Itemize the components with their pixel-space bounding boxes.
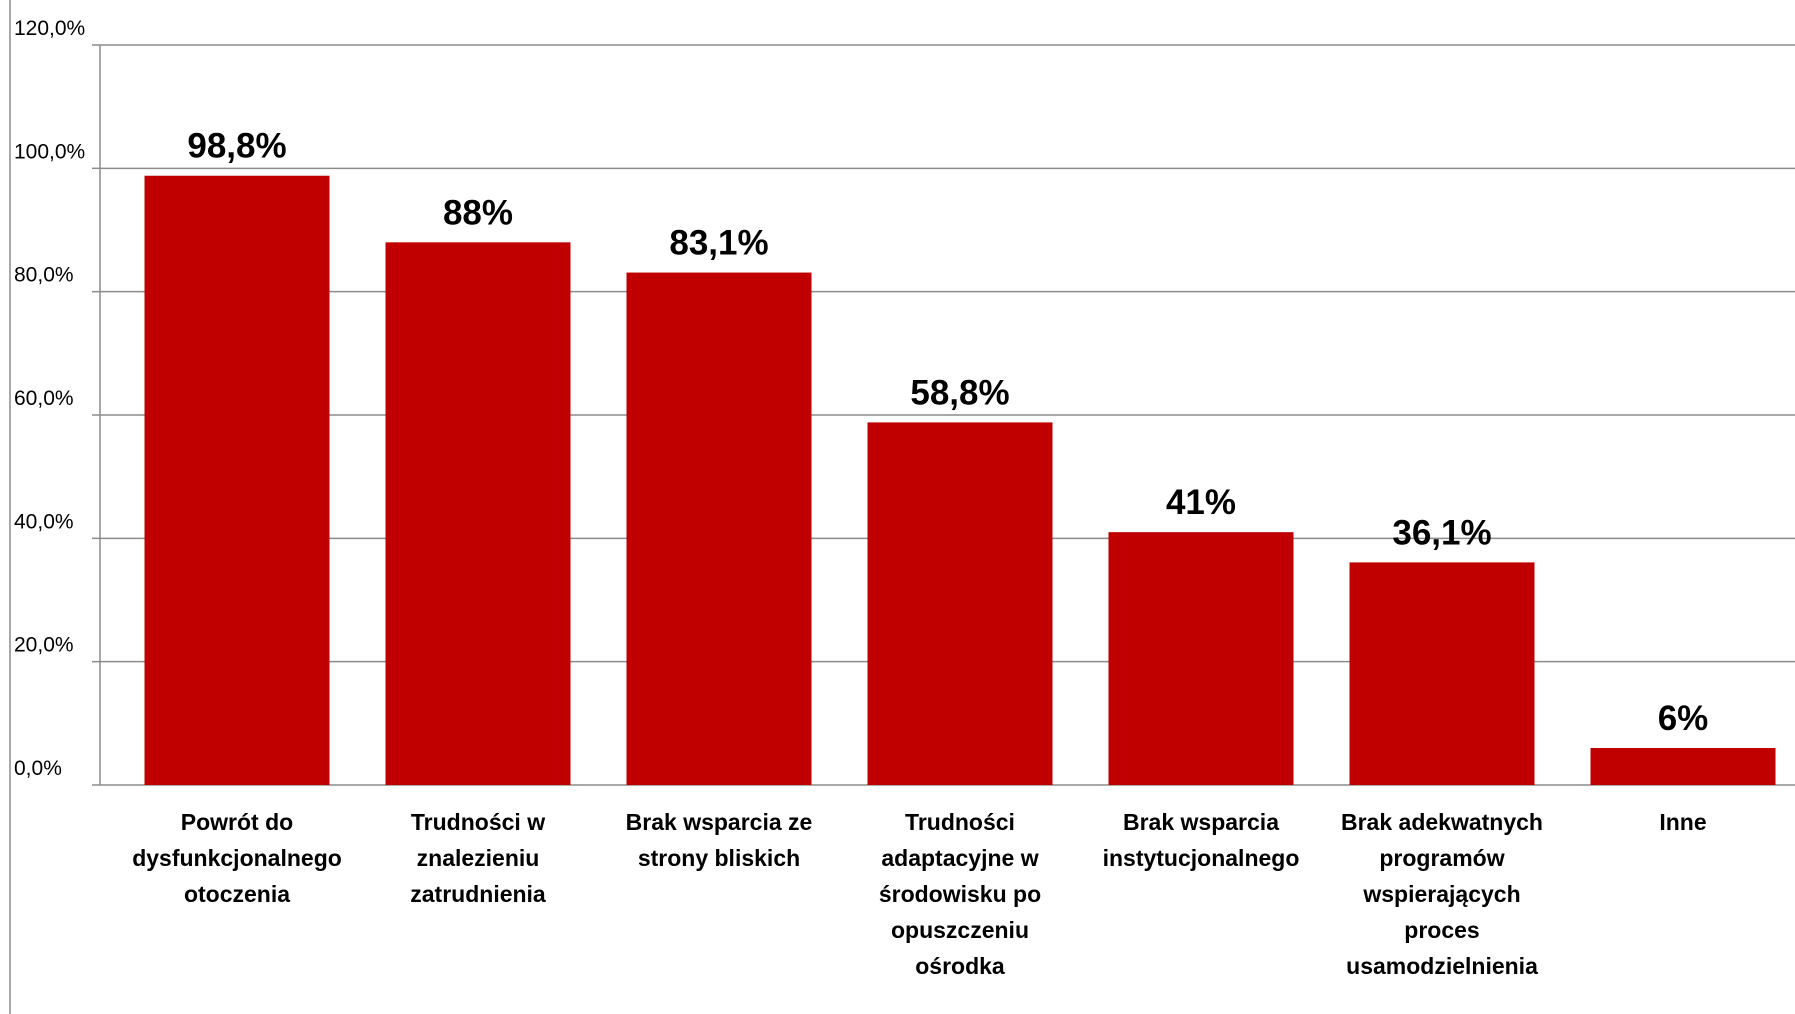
category-label-line: Inne [1659,809,1706,835]
y-tick-label-6: 120,0% [14,17,85,40]
category-label-line: ośrodka [915,953,1005,979]
category-label-line: Trudności w [411,809,545,835]
bar-4 [1108,532,1294,785]
data-labels: 98,8% 88% 83,1% 58,8% 41% 36,1% 6% [187,127,1708,738]
y-tick-label-4: 80,0% [14,264,74,287]
category-label-line: Brak wsparcia [1123,809,1279,835]
data-label-4: 41% [1166,483,1236,522]
category-label-line: adaptacyjne w [881,845,1038,871]
category-labels: Powrót do dysfunkcjonalnego otoczenia Trudn… [132,809,1706,979]
data-label-3: 58,8% [910,373,1009,412]
category-label-2: Brak wsparcia ze strony bliskich [626,809,813,871]
y-tick-label-2: 40,0% [14,510,74,533]
category-label-line: środowisku po [879,881,1041,907]
y-tick-label-5: 100,0% [14,140,85,163]
y-tick-label-0: 0,0% [14,757,62,780]
category-label-line: dysfunkcjonalnego [132,845,342,871]
category-label-line: otoczenia [184,881,290,907]
category-label-line: zatrudnienia [410,881,546,907]
y-axis-ticks: 0,0% 20,0% 40,0% 60,0% 80,0% 100,0% 120,0% [14,17,100,786]
category-label-line: opuszczeniu [891,917,1029,943]
category-label-line: Brak adekwatnych [1341,809,1543,835]
category-label-line: proces [1404,917,1479,943]
bar-0 [144,175,330,785]
category-label-6: Inne [1659,809,1706,835]
y-tick-label-1: 20,0% [14,634,74,657]
data-label-0: 98,8% [187,127,286,166]
category-label-3: Trudności adaptacyjne w środowisku po opusz… [879,809,1041,979]
data-label-6: 6% [1658,699,1709,738]
category-label-4: Brak wsparcia instytucjonalnego [1103,809,1300,871]
category-label-line: znalezieniu [417,845,540,871]
data-label-1: 88% [443,193,513,232]
data-label-2: 83,1% [669,224,768,263]
category-label-line: Brak wsparcia ze [626,809,813,835]
bar-5 [1349,562,1535,785]
category-label-line: Trudności [905,809,1015,835]
category-label-line: strony bliskich [638,845,800,871]
category-label-5: Brak adekwatnych programów wspierających pr… [1341,809,1543,979]
y-tick-label-3: 60,0% [14,387,74,410]
bars [144,175,1776,786]
bar-1 [385,242,571,786]
category-label-1: Trudności w znalezieniu zatrudnienia [410,809,546,907]
category-label-line: instytucjonalnego [1103,845,1300,871]
category-label-line: wspierających [1362,881,1520,907]
category-label-line: programów [1379,845,1504,871]
data-label-5: 36,1% [1392,513,1491,552]
bar-6 [1590,748,1776,785]
category-label-line: usamodzielnienia [1346,953,1538,979]
category-label-line: Powrót do [181,809,293,835]
category-label-0: Powrót do dysfunkcjonalnego otoczenia [132,809,342,907]
bar-2 [626,272,812,785]
bar-3 [867,422,1053,785]
